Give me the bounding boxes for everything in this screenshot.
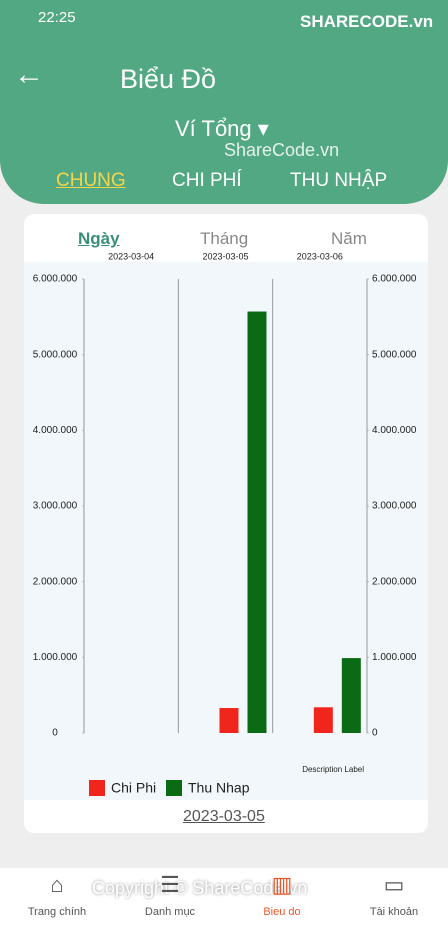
x-tick-label: 2023-03-04 — [108, 252, 154, 261]
y2-tick-label: 6.000.000 — [372, 274, 417, 285]
nav-icon[interactable]: ☰ — [160, 872, 180, 897]
y-tick-label: 2.000.000 — [33, 576, 78, 587]
bottom-nav — [0, 868, 448, 935]
legend-label: Thu Nhap — [188, 780, 250, 796]
y-tick-label: 4.000.000 — [33, 425, 78, 436]
description: Description Label — [302, 765, 364, 774]
nav-icon[interactable]: ▥ — [271, 872, 293, 897]
legend-swatch — [89, 780, 105, 796]
tab[interactable]: CHI PHÍ — [172, 170, 242, 191]
legend-label: Chi Phi — [111, 780, 156, 796]
tab[interactable]: CHUNG — [56, 170, 126, 191]
wallet-select[interactable]: Ví Tổng ▾ — [175, 116, 269, 141]
nav-label[interactable]: Trang chính — [27, 906, 87, 918]
back-button[interactable]: ← — [14, 58, 44, 91]
x-tick-label: 2023-03-05 — [202, 252, 248, 261]
header — [0, 0, 448, 204]
wallet-name: Ví Tổng — [175, 116, 252, 141]
bar — [313, 707, 333, 733]
legend-swatch — [166, 780, 182, 796]
nav-label[interactable]: Tài khoản — [369, 906, 419, 918]
watermark: SHARECODE.vn — [300, 12, 434, 31]
title: Biểu Đồ — [120, 64, 217, 94]
y2-tick-label: 0 — [372, 728, 378, 739]
status-time: 22:25 — [38, 9, 76, 26]
bar — [219, 708, 239, 733]
tab[interactable]: THU NHẬP — [290, 170, 388, 191]
bar — [247, 311, 267, 733]
y-tick-label: 0 — [52, 728, 58, 739]
y2-tick-label: 2.000.000 — [372, 576, 417, 587]
nav-label[interactable]: Danh mục — [144, 906, 196, 918]
period-tab[interactable]: Tháng — [200, 229, 249, 248]
y-tick-label: 5.000.000 — [33, 349, 78, 360]
selected-date[interactable]: 2023-03-05 — [183, 808, 265, 825]
y2-tick-label: 1.000.000 — [372, 652, 417, 663]
chart: Description Label 0 1.000.000 2.000.000 3.0… — [24, 252, 428, 800]
bar — [341, 658, 361, 733]
watermark: ShareCode.vn — [224, 140, 340, 160]
y-tick-label: 3.000.000 — [33, 501, 78, 512]
nav-icon[interactable]: ⌂ — [50, 872, 64, 897]
y-tick-label: 6.000.000 — [33, 274, 78, 285]
y2-tick-label: 4.000.000 — [372, 425, 417, 436]
y-tick-label: 1.000.000 — [33, 652, 78, 663]
watermark: Copyright © ShareCode.vn — [92, 878, 308, 898]
nav-icon[interactable]: ▭ — [383, 872, 405, 897]
x-tick-label: 2023-03-06 — [297, 252, 343, 261]
nav-label[interactable]: Bieu do — [263, 906, 301, 918]
period-tab[interactable]: Năm — [331, 229, 367, 248]
period-tab[interactable]: Ngày — [78, 229, 120, 248]
y2-tick-label: 3.000.000 — [372, 501, 417, 512]
y2-tick-label: 5.000.000 — [372, 349, 417, 360]
